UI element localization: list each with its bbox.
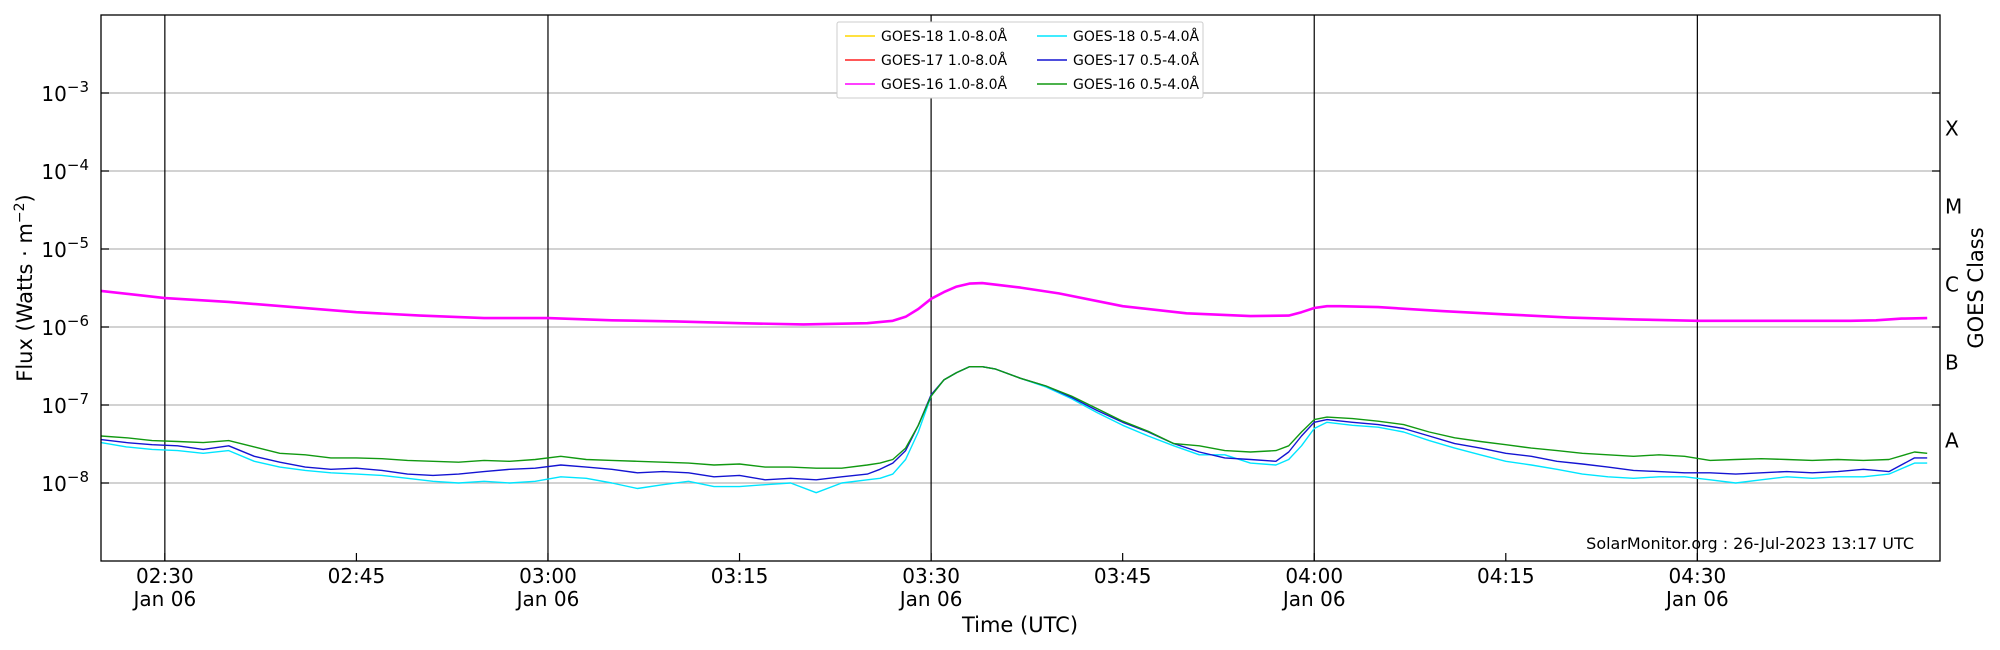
legend: GOES-18 1.0-8.0Å GOES-18 0.5-4.0Å GOES-17 … [836, 21, 1204, 99]
goes-class-axis-label: GOES Class [1964, 227, 1988, 348]
goes-class-label: M [1945, 195, 1962, 219]
x-tick-date-label: Jan 06 [132, 587, 197, 611]
x-tick-label: 04:15 [1477, 564, 1535, 588]
x-tick-label: 03:45 [1094, 564, 1152, 588]
series-line [100, 366, 1928, 494]
legend-label: GOES-16 1.0-8.0Å [881, 76, 1007, 93]
y-tick-label: 10−3 [41, 78, 89, 106]
series-line [100, 366, 1928, 469]
y-tick-label: 10−4 [41, 156, 89, 184]
x-tick-date-label: Jan 06 [1664, 587, 1729, 611]
x-tick-label: 02:30 [136, 564, 194, 588]
x-tick-date-label: Jan 06 [898, 587, 963, 611]
goes-class-label: A [1945, 429, 1959, 453]
legend-label: GOES-17 0.5-4.0Å [1073, 52, 1199, 69]
y-tick-label: 10−7 [41, 390, 89, 418]
legend-label: GOES-18 0.5-4.0Å [1073, 28, 1199, 45]
legend-box [836, 21, 1204, 99]
series-line [100, 281, 1928, 326]
x-tick-label: 03:15 [711, 564, 769, 588]
y-tick-label: 10−6 [41, 312, 89, 340]
y-tick-label: 10−8 [41, 468, 89, 496]
grid-layer [101, 15, 1940, 561]
x-tick-label: 03:00 [519, 564, 577, 588]
x-tick-date-label: Jan 06 [1281, 587, 1346, 611]
x-tick-label: 04:00 [1285, 564, 1343, 588]
goes-class-label: B [1945, 351, 1959, 375]
goes-class-label: X [1945, 117, 1959, 141]
y-tick-label: 10−5 [41, 234, 89, 262]
legend-label: GOES-18 1.0-8.0Å [881, 28, 1007, 45]
legend-label: GOES-17 1.0-8.0Å [881, 52, 1007, 69]
x-tick-date-label: Jan 06 [515, 587, 580, 611]
goes-class-label: C [1945, 273, 1959, 297]
series-line [100, 366, 1928, 481]
x-axis-label: Time (UTC) [961, 613, 1078, 637]
legend-label: GOES-16 0.5-4.0Å [1073, 76, 1199, 93]
series-layer [100, 281, 1928, 494]
x-tick-label: 02:45 [328, 564, 386, 588]
x-tick-label: 04:30 [1669, 564, 1727, 588]
credit-text: SolarMonitor.org : 26-Jul-2023 13:17 UTC [1586, 534, 1914, 553]
y-axis-label: Flux (Watts · m−2) [12, 194, 37, 382]
plot-frame [100, 14, 1941, 562]
x-tick-label: 03:30 [902, 564, 960, 588]
